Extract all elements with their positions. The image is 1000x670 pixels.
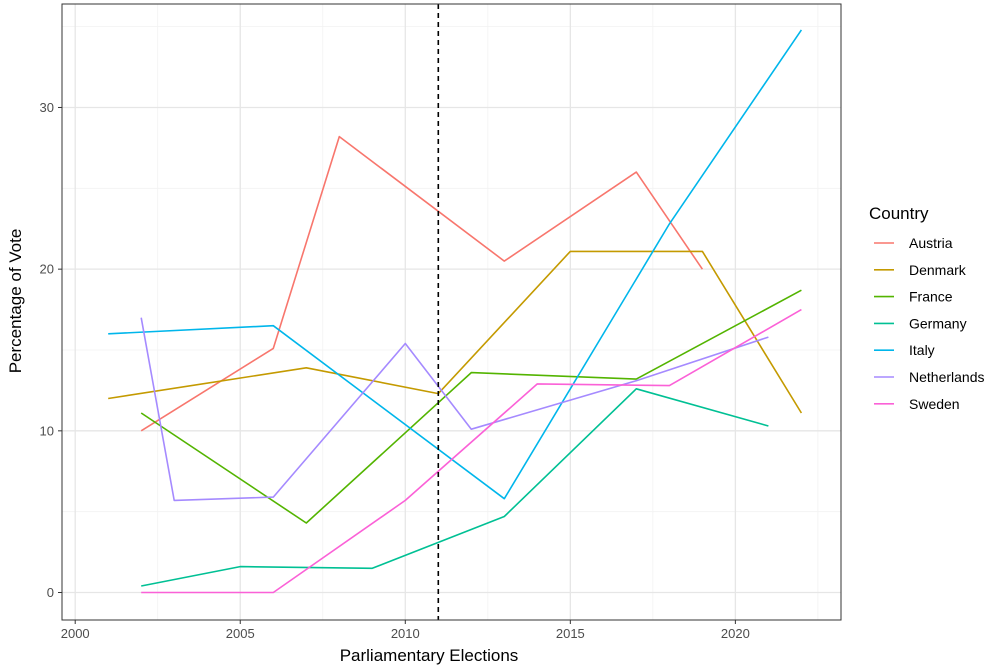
series-line-austria bbox=[140, 135, 704, 432]
legend: Country Austria Denmark France Germany Italy… bbox=[869, 204, 985, 412]
series-line-sweden bbox=[141, 308, 802, 594]
legend-label-france: France bbox=[909, 289, 953, 305]
legend-label-italy: Italy bbox=[909, 342, 935, 358]
x-axis-title: Parliamentary Elections bbox=[340, 646, 519, 665]
y-axis-title: Percentage of Vote bbox=[6, 229, 25, 374]
series-line-italy bbox=[108, 29, 803, 500]
series-lines bbox=[108, 29, 803, 594]
x-tick-label: 2015 bbox=[556, 626, 585, 641]
legend-label-austria: Austria bbox=[909, 235, 953, 251]
legend-title: Country bbox=[869, 204, 929, 223]
series-line-france bbox=[140, 289, 802, 524]
legend-label-germany: Germany bbox=[909, 315, 967, 331]
x-tick-label: 2010 bbox=[391, 626, 420, 641]
y-tick-label: 0 bbox=[47, 585, 54, 600]
legend-label-denmark: Denmark bbox=[909, 262, 967, 278]
x-axis-ticks: 2000 2005 2010 2015 2020 bbox=[61, 620, 750, 641]
legend-label-netherlands: Netherlands bbox=[909, 369, 985, 385]
minor-gridlines bbox=[62, 4, 841, 620]
major-gridlines bbox=[62, 4, 841, 620]
series-line-netherlands bbox=[140, 317, 769, 502]
x-tick-label: 2005 bbox=[226, 626, 255, 641]
x-tick-label: 2020 bbox=[721, 626, 750, 641]
legend-label-sweden: Sweden bbox=[909, 396, 960, 412]
legend-items: Austria Denmark France Germany Italy Netherla… bbox=[874, 235, 985, 412]
y-tick-label: 20 bbox=[40, 262, 54, 277]
x-tick-label: 2000 bbox=[61, 626, 90, 641]
panel-border bbox=[61, 3, 842, 621]
series-line-denmark bbox=[108, 250, 803, 414]
y-tick-label: 10 bbox=[40, 423, 54, 438]
y-axis-ticks: 0 10 20 30 bbox=[40, 100, 62, 600]
y-tick-label: 30 bbox=[40, 100, 54, 115]
series-line-germany bbox=[141, 387, 769, 587]
